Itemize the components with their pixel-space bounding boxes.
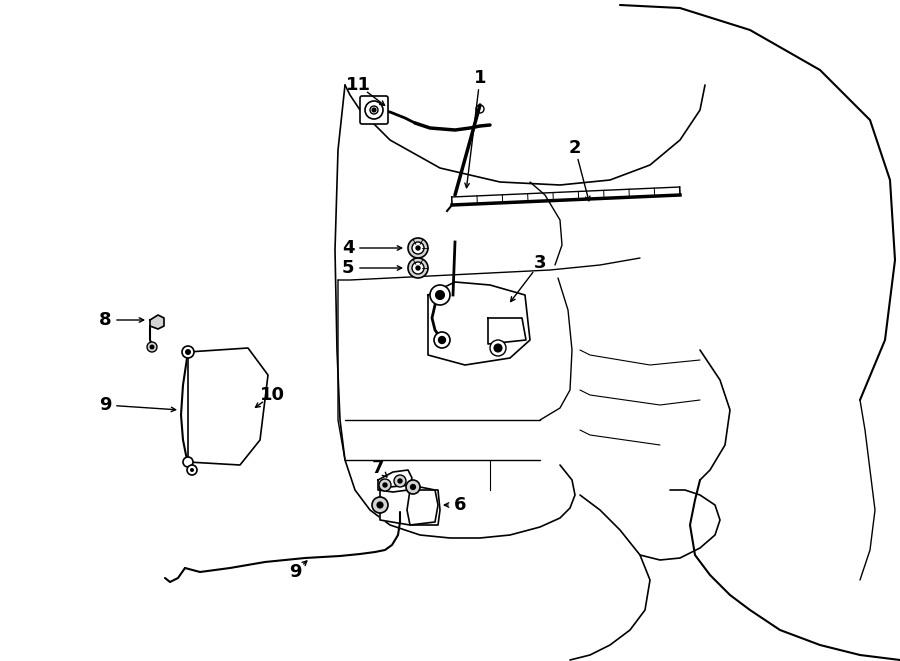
Text: 6: 6 <box>454 496 466 514</box>
Polygon shape <box>428 282 530 365</box>
Text: 1: 1 <box>473 69 486 87</box>
Circle shape <box>185 349 191 355</box>
Circle shape <box>436 290 445 299</box>
Circle shape <box>379 479 391 491</box>
Circle shape <box>372 497 388 513</box>
Circle shape <box>397 479 402 484</box>
Circle shape <box>412 242 424 254</box>
Circle shape <box>372 108 376 112</box>
Text: 9: 9 <box>99 396 112 414</box>
Circle shape <box>182 346 194 358</box>
Text: 4: 4 <box>342 239 355 257</box>
Text: 8: 8 <box>99 311 112 329</box>
Polygon shape <box>407 490 440 525</box>
Circle shape <box>412 262 424 274</box>
Text: 9: 9 <box>289 563 302 581</box>
Polygon shape <box>188 348 268 465</box>
Circle shape <box>408 238 428 258</box>
Circle shape <box>410 484 416 490</box>
Text: 11: 11 <box>346 76 371 94</box>
Circle shape <box>408 258 428 278</box>
Polygon shape <box>488 318 526 344</box>
Circle shape <box>490 340 506 356</box>
Circle shape <box>147 342 157 352</box>
Circle shape <box>149 344 155 350</box>
Polygon shape <box>150 315 164 329</box>
Circle shape <box>415 265 420 271</box>
Circle shape <box>190 468 194 472</box>
Circle shape <box>376 502 383 508</box>
Polygon shape <box>380 485 438 525</box>
Text: 5: 5 <box>342 259 355 277</box>
Circle shape <box>434 332 450 348</box>
Text: 2: 2 <box>569 139 581 157</box>
Circle shape <box>430 285 450 305</box>
Text: 7: 7 <box>372 459 384 477</box>
Text: 10: 10 <box>259 386 284 404</box>
Circle shape <box>382 483 388 488</box>
Circle shape <box>438 336 446 344</box>
Polygon shape <box>378 470 412 492</box>
Circle shape <box>415 245 420 251</box>
Circle shape <box>494 344 502 352</box>
Circle shape <box>394 475 406 487</box>
Circle shape <box>183 457 193 467</box>
FancyBboxPatch shape <box>360 96 388 124</box>
Circle shape <box>406 480 420 494</box>
Circle shape <box>187 465 197 475</box>
Text: 3: 3 <box>534 254 546 272</box>
